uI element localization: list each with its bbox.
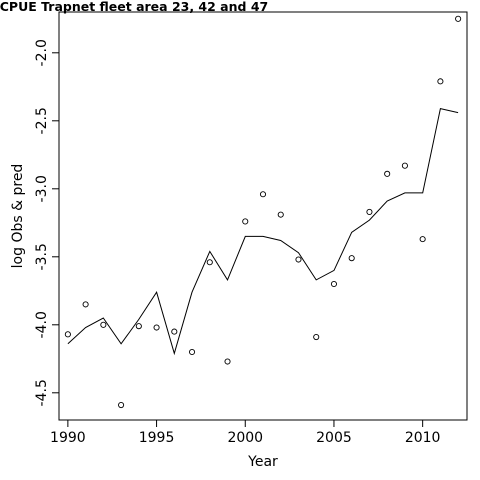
data-point: [259, 191, 267, 198]
data-point: [348, 255, 355, 262]
data-point: [242, 218, 249, 225]
x-axis-title: Year: [247, 454, 278, 470]
data-point: [437, 78, 444, 85]
data-point: [100, 321, 107, 328]
data-point: [295, 256, 302, 263]
x-tick-label: 2000: [227, 430, 263, 446]
y-tick-label: -3.0: [34, 175, 50, 202]
data-point: [384, 170, 391, 177]
data-point: [153, 324, 160, 331]
data-point: [366, 208, 373, 215]
data-point: [455, 15, 462, 22]
y-tick-label: -2.5: [34, 107, 50, 134]
y-tick-label: -4.0: [34, 311, 50, 338]
plot-frame: [58, 11, 468, 421]
data-point: [118, 401, 125, 409]
data-point: [401, 162, 408, 169]
x-tick-label: 2010: [405, 430, 441, 446]
data-point: [313, 333, 320, 341]
y-axis-title: log Obs & pred: [10, 164, 26, 269]
data-point: [64, 331, 71, 338]
y-axis: -2.0 -2.5 -3.0 -3.5 -4.0 -4.5: [34, 39, 59, 406]
data-point: [206, 259, 213, 266]
series-points-obs: [64, 15, 462, 409]
data-point: [82, 301, 89, 308]
x-tick-label: 1995: [139, 430, 175, 446]
data-point: [188, 348, 196, 356]
series-line-pred: [67, 108, 459, 356]
y-tick-label: -4.5: [34, 379, 50, 406]
x-axis: 1990 1995 2000 2005 2010: [50, 420, 440, 446]
data-point: [330, 280, 338, 288]
data-point: [277, 211, 284, 218]
x-tick-label: 1990: [50, 430, 86, 446]
data-point: [224, 358, 231, 365]
chart-title: 03: CPUE Trapnet fleet area 23, 42 and 4…: [0, 0, 268, 14]
y-tick-label: -2.0: [34, 39, 50, 66]
data-point: [171, 328, 178, 335]
data-point: [135, 323, 142, 330]
data-point: [419, 236, 426, 243]
x-tick-label: 2005: [316, 430, 352, 446]
y-tick-label: -3.5: [34, 243, 50, 270]
